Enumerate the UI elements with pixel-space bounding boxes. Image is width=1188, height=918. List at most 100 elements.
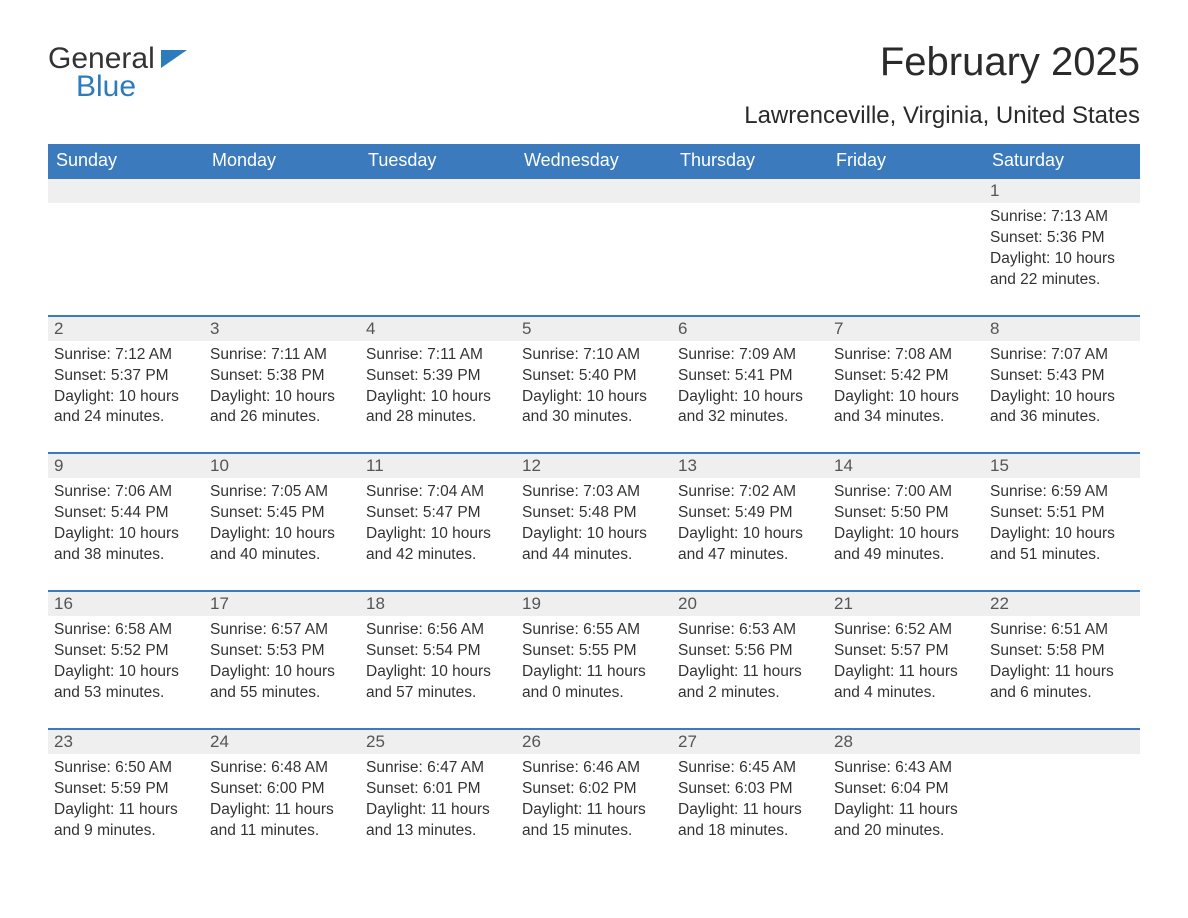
day-number: 16 <box>48 591 204 616</box>
sunrise-line: Sunrise: 6:57 AM <box>210 620 352 641</box>
daylight-line: Daylight: 10 hours and 22 minutes. <box>990 249 1132 291</box>
sunrise-line: Sunrise: 6:56 AM <box>366 620 508 641</box>
empty-day <box>516 178 672 203</box>
day-number: 11 <box>360 453 516 478</box>
daylight-line: Daylight: 10 hours and 40 minutes. <box>210 524 352 566</box>
empty-day-info <box>48 203 204 295</box>
calendar-week-daynums: 2345678 <box>48 316 1140 341</box>
sunrise-line: Sunrise: 6:55 AM <box>522 620 664 641</box>
sunset-line: Sunset: 5:42 PM <box>834 366 976 387</box>
day-number: 24 <box>204 729 360 754</box>
location-label: Lawrenceville, Virginia, United States <box>744 102 1140 130</box>
calendar-week-daynums: 9101112131415 <box>48 453 1140 478</box>
sunset-line: Sunset: 5:49 PM <box>678 503 820 524</box>
day-info: Sunrise: 6:52 AMSunset: 5:57 PMDaylight:… <box>828 616 984 708</box>
day-info: Sunrise: 6:43 AMSunset: 6:04 PMDaylight:… <box>828 754 984 846</box>
sunset-line: Sunset: 5:53 PM <box>210 641 352 662</box>
daylight-line: Daylight: 10 hours and 34 minutes. <box>834 387 976 429</box>
day-info: Sunrise: 7:05 AMSunset: 5:45 PMDaylight:… <box>204 478 360 570</box>
sunset-line: Sunset: 5:52 PM <box>54 641 196 662</box>
sunset-line: Sunset: 5:59 PM <box>54 779 196 800</box>
day-info: Sunrise: 6:53 AMSunset: 5:56 PMDaylight:… <box>672 616 828 708</box>
sunset-line: Sunset: 5:40 PM <box>522 366 664 387</box>
sunrise-line: Sunrise: 7:05 AM <box>210 482 352 503</box>
day-info: Sunrise: 6:51 AMSunset: 5:58 PMDaylight:… <box>984 616 1140 708</box>
daylight-line: Daylight: 10 hours and 47 minutes. <box>678 524 820 566</box>
daylight-line: Daylight: 10 hours and 44 minutes. <box>522 524 664 566</box>
day-info: Sunrise: 7:04 AMSunset: 5:47 PMDaylight:… <box>360 478 516 570</box>
day-number: 1 <box>984 178 1140 203</box>
daylight-line: Daylight: 10 hours and 28 minutes. <box>366 387 508 429</box>
empty-day-info <box>204 203 360 295</box>
sunrise-line: Sunrise: 6:52 AM <box>834 620 976 641</box>
sunrise-line: Sunrise: 6:47 AM <box>366 758 508 779</box>
day-info: Sunrise: 7:13 AMSunset: 5:36 PMDaylight:… <box>984 203 1140 295</box>
weekday-header: Thursday <box>672 144 828 178</box>
calendar-week-daynums: 1 <box>48 178 1140 203</box>
daylight-line: Daylight: 10 hours and 57 minutes. <box>366 662 508 704</box>
empty-day-info <box>672 203 828 295</box>
sunrise-line: Sunrise: 6:53 AM <box>678 620 820 641</box>
empty-day-info <box>828 203 984 295</box>
sunset-line: Sunset: 5:41 PM <box>678 366 820 387</box>
day-number: 22 <box>984 591 1140 616</box>
daylight-line: Daylight: 10 hours and 26 minutes. <box>210 387 352 429</box>
sunset-line: Sunset: 5:43 PM <box>990 366 1132 387</box>
sunrise-line: Sunrise: 7:12 AM <box>54 345 196 366</box>
day-info: Sunrise: 6:58 AMSunset: 5:52 PMDaylight:… <box>48 616 204 708</box>
daylight-line: Daylight: 10 hours and 36 minutes. <box>990 387 1132 429</box>
sunrise-line: Sunrise: 7:02 AM <box>678 482 820 503</box>
sunset-line: Sunset: 5:57 PM <box>834 641 976 662</box>
day-number: 9 <box>48 453 204 478</box>
day-info: Sunrise: 6:55 AMSunset: 5:55 PMDaylight:… <box>516 616 672 708</box>
sunrise-line: Sunrise: 6:59 AM <box>990 482 1132 503</box>
sunset-line: Sunset: 5:55 PM <box>522 641 664 662</box>
daylight-line: Daylight: 10 hours and 24 minutes. <box>54 387 196 429</box>
day-info: Sunrise: 7:07 AMSunset: 5:43 PMDaylight:… <box>984 341 1140 433</box>
sunset-line: Sunset: 5:37 PM <box>54 366 196 387</box>
sunrise-line: Sunrise: 6:46 AM <box>522 758 664 779</box>
sunrise-line: Sunrise: 7:03 AM <box>522 482 664 503</box>
day-number: 14 <box>828 453 984 478</box>
sunset-line: Sunset: 5:44 PM <box>54 503 196 524</box>
daylight-line: Daylight: 11 hours and 9 minutes. <box>54 800 196 842</box>
day-info: Sunrise: 7:00 AMSunset: 5:50 PMDaylight:… <box>828 478 984 570</box>
sunrise-line: Sunrise: 7:13 AM <box>990 207 1132 228</box>
logo-flag-icon <box>161 50 187 68</box>
daylight-line: Daylight: 10 hours and 32 minutes. <box>678 387 820 429</box>
day-number: 10 <box>204 453 360 478</box>
daylight-line: Daylight: 11 hours and 18 minutes. <box>678 800 820 842</box>
sunrise-line: Sunrise: 7:08 AM <box>834 345 976 366</box>
sunrise-line: Sunrise: 6:43 AM <box>834 758 976 779</box>
sunset-line: Sunset: 5:48 PM <box>522 503 664 524</box>
day-info: Sunrise: 6:45 AMSunset: 6:03 PMDaylight:… <box>672 754 828 846</box>
sunrise-line: Sunrise: 6:48 AM <box>210 758 352 779</box>
empty-day <box>48 178 204 203</box>
empty-day <box>984 729 1140 754</box>
day-number: 12 <box>516 453 672 478</box>
day-number: 23 <box>48 729 204 754</box>
weekday-header: Saturday <box>984 144 1140 178</box>
weekday-header: Wednesday <box>516 144 672 178</box>
daylight-line: Daylight: 11 hours and 13 minutes. <box>366 800 508 842</box>
daylight-line: Daylight: 11 hours and 11 minutes. <box>210 800 352 842</box>
sunrise-line: Sunrise: 7:09 AM <box>678 345 820 366</box>
day-info: Sunrise: 6:47 AMSunset: 6:01 PMDaylight:… <box>360 754 516 846</box>
sunset-line: Sunset: 6:02 PM <box>522 779 664 800</box>
sunset-line: Sunset: 5:39 PM <box>366 366 508 387</box>
daylight-line: Daylight: 10 hours and 51 minutes. <box>990 524 1132 566</box>
day-number: 27 <box>672 729 828 754</box>
day-number: 28 <box>828 729 984 754</box>
weekday-header: Friday <box>828 144 984 178</box>
weekday-header: Tuesday <box>360 144 516 178</box>
sunrise-line: Sunrise: 6:45 AM <box>678 758 820 779</box>
header: General Blue February 2025 Lawrenceville… <box>48 40 1140 130</box>
day-info: Sunrise: 6:48 AMSunset: 6:00 PMDaylight:… <box>204 754 360 846</box>
logo-word-blue: Blue <box>76 70 187 104</box>
day-number: 7 <box>828 316 984 341</box>
day-number: 13 <box>672 453 828 478</box>
weekday-header: Monday <box>204 144 360 178</box>
sunset-line: Sunset: 5:45 PM <box>210 503 352 524</box>
empty-day-info <box>360 203 516 295</box>
sunset-line: Sunset: 5:50 PM <box>834 503 976 524</box>
